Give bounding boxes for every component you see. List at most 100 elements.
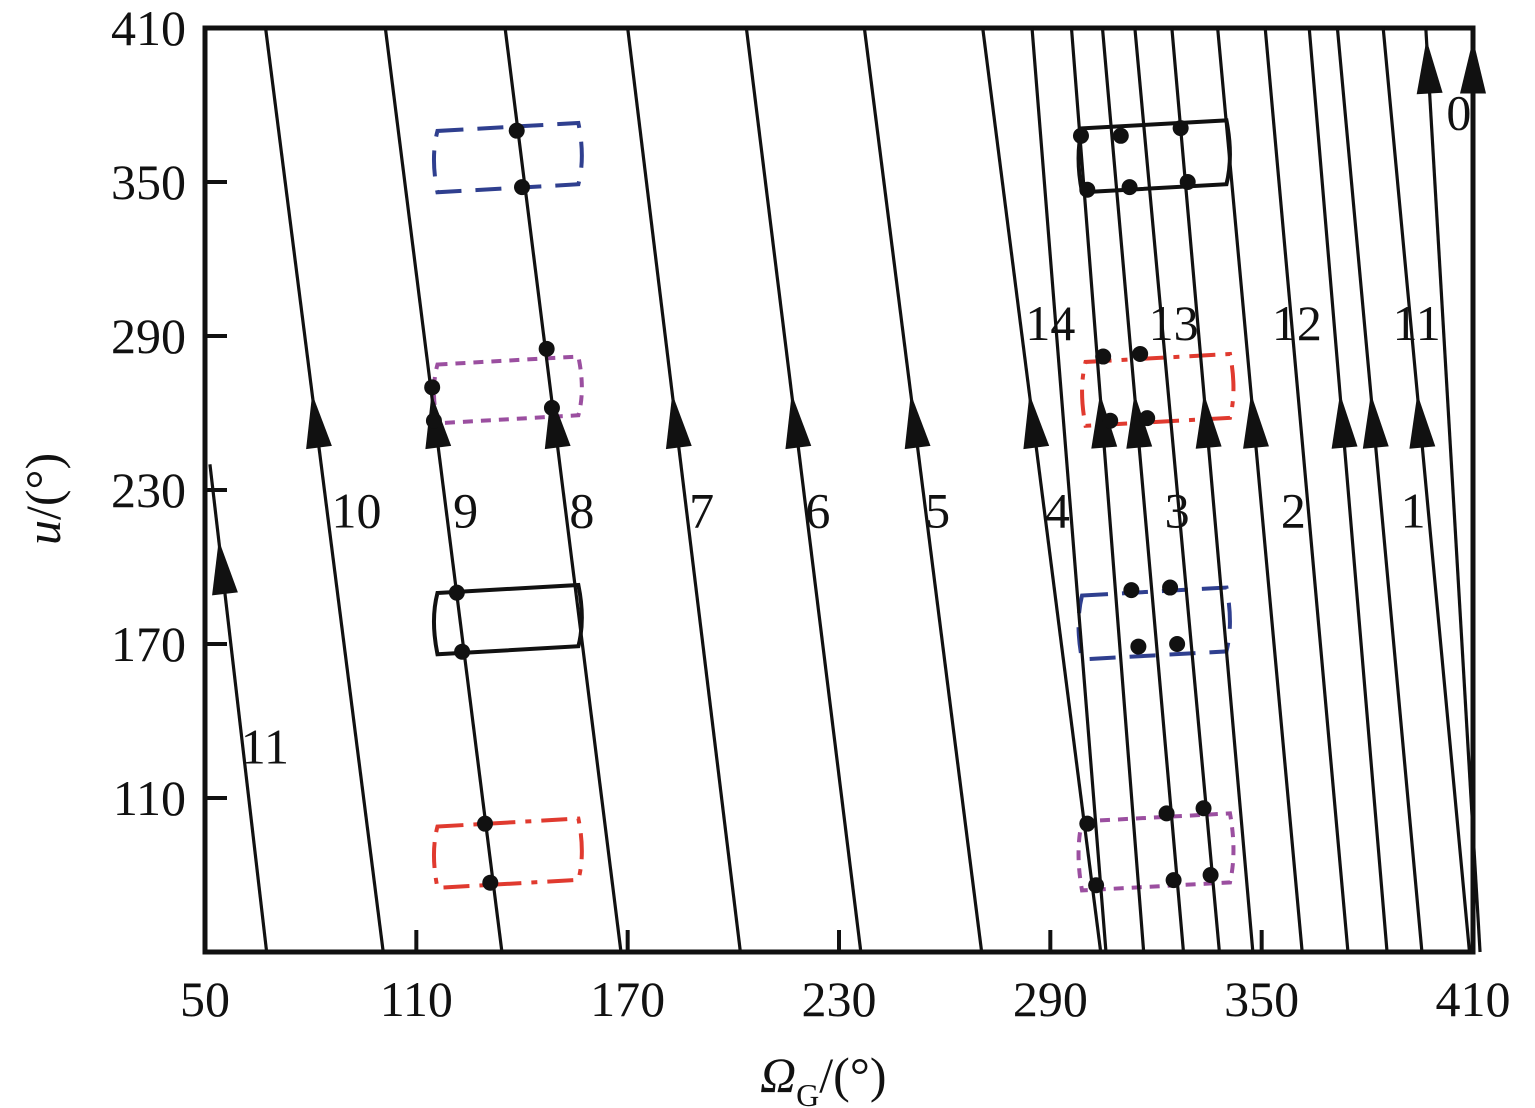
x-tick-label: 410: [1436, 971, 1511, 1027]
intersection-point: [1123, 582, 1140, 599]
line-label-14: 14: [1025, 295, 1075, 351]
line-label-0: 0: [1446, 85, 1471, 141]
trajectory-line-4: [981, 27, 1103, 953]
line-label-2: 2: [1281, 483, 1306, 539]
annotation-boxes: [431, 118, 1236, 893]
intersection-point: [482, 874, 499, 891]
trajectory-line-9: [383, 27, 504, 953]
annotation-box-black-solid: [1076, 118, 1232, 195]
line-label-1: 1: [1401, 483, 1426, 539]
trajectory-line-13: [1133, 27, 1221, 953]
y-tick-label: 290: [111, 308, 186, 364]
x-tick-label: 170: [590, 971, 665, 1027]
direction-arrow: [785, 393, 812, 450]
direction-arrow: [1023, 393, 1050, 450]
direction-arrow: [306, 393, 332, 450]
line-label-11: 11: [241, 719, 289, 775]
y-tick-label: 170: [111, 616, 186, 672]
intersection-point: [543, 399, 560, 416]
intersection-point: [1079, 181, 1096, 198]
intersection-point: [425, 412, 442, 429]
direction-arrow: [1409, 393, 1436, 449]
line-label-12: 12: [1272, 295, 1322, 351]
intersection-point: [1195, 800, 1212, 817]
trajectory-line-3: [1100, 27, 1186, 953]
line-label-10: 10: [331, 483, 381, 539]
intersection-point: [1169, 636, 1186, 652]
line-label-3: 3: [1165, 483, 1190, 539]
direction-arrow: [212, 540, 238, 596]
intersection-point: [1162, 579, 1179, 596]
intersection-point: [477, 815, 494, 832]
x-tick-label: 110: [380, 971, 453, 1027]
trajectory-line-10: [263, 27, 385, 953]
intersection-point: [448, 584, 465, 601]
x-tick-label: 350: [1224, 971, 1299, 1027]
intersection-point: [508, 122, 525, 139]
intersection-point: [1112, 127, 1129, 144]
intersection-point: [1121, 179, 1138, 196]
intersection-point: [424, 379, 441, 396]
x-axis-title: ΩG/(°): [760, 1047, 886, 1108]
trajectory-line-unlabeled-18: [1424, 27, 1482, 953]
intersection-point: [538, 340, 555, 357]
intersection-point: [1079, 815, 1096, 832]
y-axis-title: u/(°): [15, 453, 71, 545]
direction-arrow: [1460, 39, 1486, 94]
y-tick-label: 350: [111, 154, 186, 210]
direction-arrow: [665, 393, 692, 450]
intersection-point: [514, 179, 530, 196]
line-label-4: 4: [1045, 483, 1070, 539]
trajectory-line-2: [1216, 27, 1304, 953]
direction-arrow: [1195, 393, 1222, 449]
intersection-point: [1158, 805, 1175, 822]
trajectory-line-7: [626, 27, 742, 953]
direction-arrow: [1243, 393, 1269, 449]
direction-arrow: [1331, 393, 1358, 449]
line-label-13: 13: [1149, 295, 1199, 351]
line-label-9: 9: [453, 483, 478, 539]
annotation-box-black-solid: [431, 582, 584, 657]
x-tick-label: 230: [802, 971, 877, 1027]
trajectory-line-12: [1263, 27, 1350, 953]
intersection-point: [1072, 127, 1089, 144]
trajectory-line-unlabeled-9: [1069, 27, 1146, 953]
line-label-8: 8: [569, 483, 594, 539]
direction-arrow: [1362, 393, 1389, 449]
trajectory-line-1: [1335, 27, 1424, 953]
intersection-point: [1139, 410, 1156, 427]
annotation-box-purple-dotted: [1076, 811, 1236, 893]
annotation-box-purple-dotted: [431, 354, 584, 426]
trajectory-line-11: [208, 464, 269, 953]
line-label-11: 11: [1393, 295, 1441, 351]
direction-arrow: [904, 393, 931, 450]
direction-arrow: [1416, 39, 1443, 95]
trajectory-line-8: [503, 27, 623, 953]
intersection-point: [1132, 345, 1149, 362]
trajectory-lines: [208, 27, 1486, 953]
trajectory-line-6: [744, 27, 863, 953]
intersection-point: [454, 643, 471, 660]
direction-arrow: [1126, 393, 1153, 449]
line-label-7: 7: [689, 483, 714, 539]
trajectory-line-unlabeled-15: [1307, 27, 1389, 953]
trajectory-line-11: [1381, 27, 1472, 953]
intersection-point: [1130, 638, 1147, 655]
x-tick-label: 50: [180, 971, 230, 1027]
trajectory-line-5: [862, 27, 984, 953]
intersection-point: [1165, 872, 1182, 889]
intersection-point: [1095, 348, 1112, 365]
intersection-point: [1088, 877, 1105, 894]
intersection-points: [424, 120, 1219, 894]
y-tick-label: 230: [111, 462, 186, 518]
line-label-6: 6: [805, 483, 830, 539]
line-label-5: 5: [925, 483, 950, 539]
intersection-point: [1172, 120, 1189, 137]
intersection-point: [1202, 867, 1219, 883]
annotation-box-red-dashdot: [1080, 351, 1236, 428]
trajectory-line-14: [1030, 27, 1108, 953]
y-tick-label: 110: [113, 770, 186, 826]
x-tick-label: 290: [1013, 971, 1088, 1027]
